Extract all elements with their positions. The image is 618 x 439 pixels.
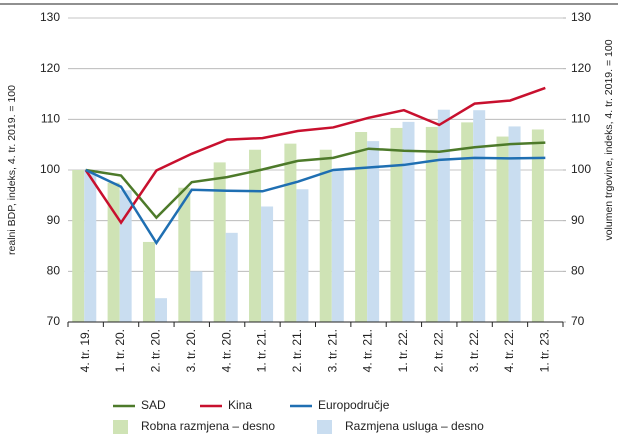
- x-tick-label: 2. tr. 22.: [431, 329, 445, 372]
- bar: [319, 149, 332, 322]
- line: [84, 86, 546, 225]
- x-tick-label: 1. tr. 20.: [113, 329, 127, 372]
- x-tick-label: 1. tr. 21.: [255, 329, 269, 372]
- y2-tick-label: 130: [571, 10, 591, 24]
- y-tick-label: 70: [47, 314, 61, 328]
- y2-tick-label: 80: [571, 264, 585, 278]
- y-tick-label: 110: [41, 112, 60, 126]
- x-tick-label: 4. tr. 20.: [219, 329, 233, 372]
- y-tick-label: 120: [40, 61, 60, 75]
- bar: [508, 126, 521, 322]
- legend-label: Razmjena usluga – desno: [345, 419, 484, 433]
- y2-tick-label: 70: [571, 314, 585, 328]
- x-tick-label: 3. tr. 22.: [467, 329, 481, 372]
- legend-label: Robna razmjena – desno: [141, 419, 275, 433]
- bar: [261, 206, 274, 322]
- y2-tick-label: 90: [571, 213, 585, 227]
- bar: [296, 189, 309, 322]
- x-tick-label: 2. tr. 20.: [149, 329, 163, 372]
- bar: [355, 132, 368, 322]
- bar: [190, 271, 203, 322]
- y-tick-label: 90: [47, 213, 61, 227]
- x-tick-label: 3. tr. 20.: [184, 329, 198, 372]
- x-tick-label: 4. tr. 21.: [361, 329, 375, 372]
- bar: [249, 149, 262, 322]
- y2-tick-label: 100: [571, 162, 591, 176]
- y-tick-label: 100: [40, 162, 60, 176]
- bar: [225, 232, 238, 322]
- y-axis-label: realni BDP, indeks, 4. tr. 2019. = 100: [6, 85, 18, 255]
- bar: [390, 127, 403, 323]
- y-tick-label: 80: [47, 264, 61, 278]
- legend-label: Europodručje: [318, 398, 390, 412]
- bar: [473, 110, 486, 322]
- bar: [72, 170, 85, 322]
- x-tick-label: 1. tr. 23.: [537, 329, 551, 372]
- bar: [119, 190, 132, 322]
- bar: [461, 122, 474, 322]
- legend-swatch: [317, 420, 332, 434]
- y-tick-label: 130: [40, 10, 60, 24]
- bar: [402, 121, 415, 322]
- x-tick-label: 4. tr. 19.: [78, 329, 92, 372]
- bar: [437, 109, 450, 322]
- bar: [178, 187, 191, 322]
- bar: [213, 162, 226, 322]
- bar: [425, 126, 438, 322]
- bar: [531, 129, 544, 322]
- line: [85, 141, 546, 220]
- line: [85, 156, 546, 246]
- bar: [367, 141, 380, 322]
- bar: [142, 241, 155, 322]
- x-tick-label: 1. tr. 22.: [396, 329, 410, 372]
- y2-axis-label: volumen trgovine, indeks, 4. tr. 2019. =…: [603, 39, 615, 240]
- bar: [154, 298, 167, 322]
- bar: [284, 143, 297, 322]
- bar: [331, 170, 344, 322]
- x-tick-label: 3. tr. 21.: [325, 329, 339, 372]
- bar: [496, 136, 509, 322]
- y2-tick-label: 120: [571, 61, 591, 75]
- x-tick-label: 2. tr. 21.: [290, 329, 304, 372]
- legend-label: SAD: [141, 398, 166, 412]
- y2-tick-label: 110: [571, 112, 590, 126]
- x-tick-label: 4. tr. 22.: [502, 329, 516, 372]
- legend-label: Kina: [228, 398, 252, 412]
- bar: [84, 170, 97, 322]
- legend-swatch: [113, 420, 128, 434]
